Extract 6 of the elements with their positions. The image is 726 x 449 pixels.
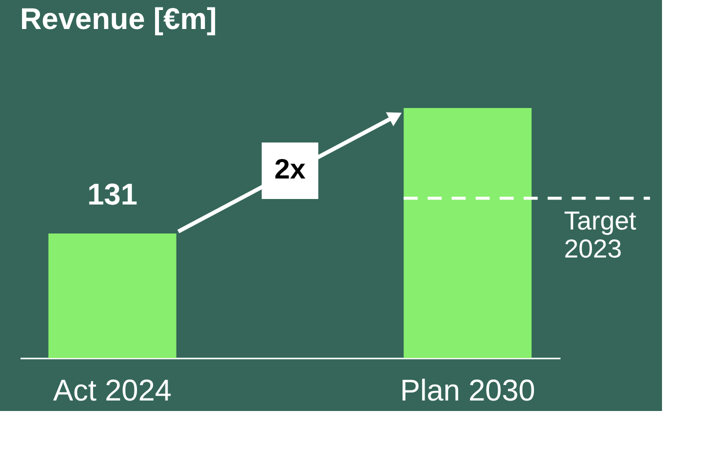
x-tick-label: Act 2024 xyxy=(53,374,172,408)
chart-title: Revenue [€m] xyxy=(20,3,217,36)
ref-line-label: Target 2023 xyxy=(564,205,638,264)
data-label: 131 xyxy=(87,178,138,212)
x-tick-label: Plan 2030 xyxy=(400,374,536,408)
annotation: 2x xyxy=(274,154,306,185)
